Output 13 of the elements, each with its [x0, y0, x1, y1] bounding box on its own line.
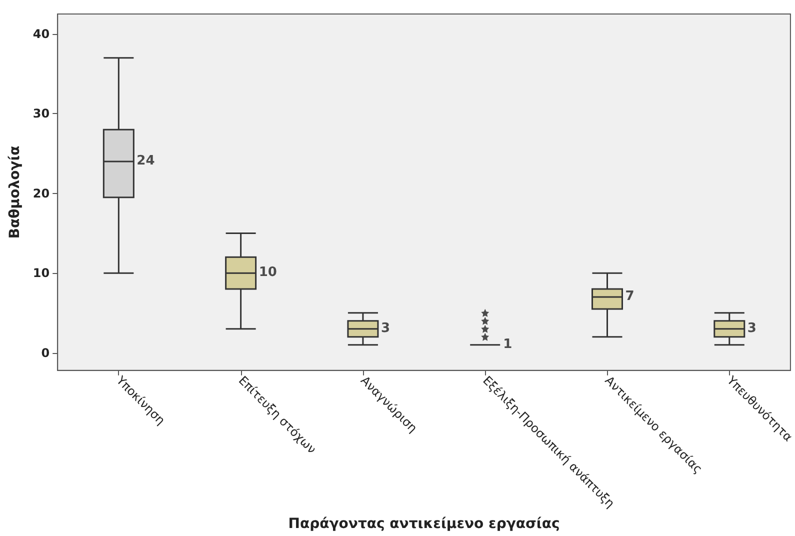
text: 7 — [625, 288, 634, 304]
text: 24 — [136, 153, 155, 168]
text: 3 — [747, 320, 756, 336]
y-tick-label: 20 — [32, 186, 50, 200]
text: 10 — [258, 265, 277, 280]
y-tick-label: 40 — [32, 26, 50, 41]
y-tick-label: 0 — [41, 346, 50, 360]
text: 1 — [503, 336, 512, 352]
x-axis-title: Παράγοντας αντικείμενο εργασίας — [288, 516, 560, 532]
y-axis-title: Βαθμολογία — [7, 145, 23, 239]
y-tick-label: 10 — [32, 266, 50, 280]
y-tick-label: 30 — [32, 106, 50, 121]
text: 3 — [380, 320, 390, 336]
